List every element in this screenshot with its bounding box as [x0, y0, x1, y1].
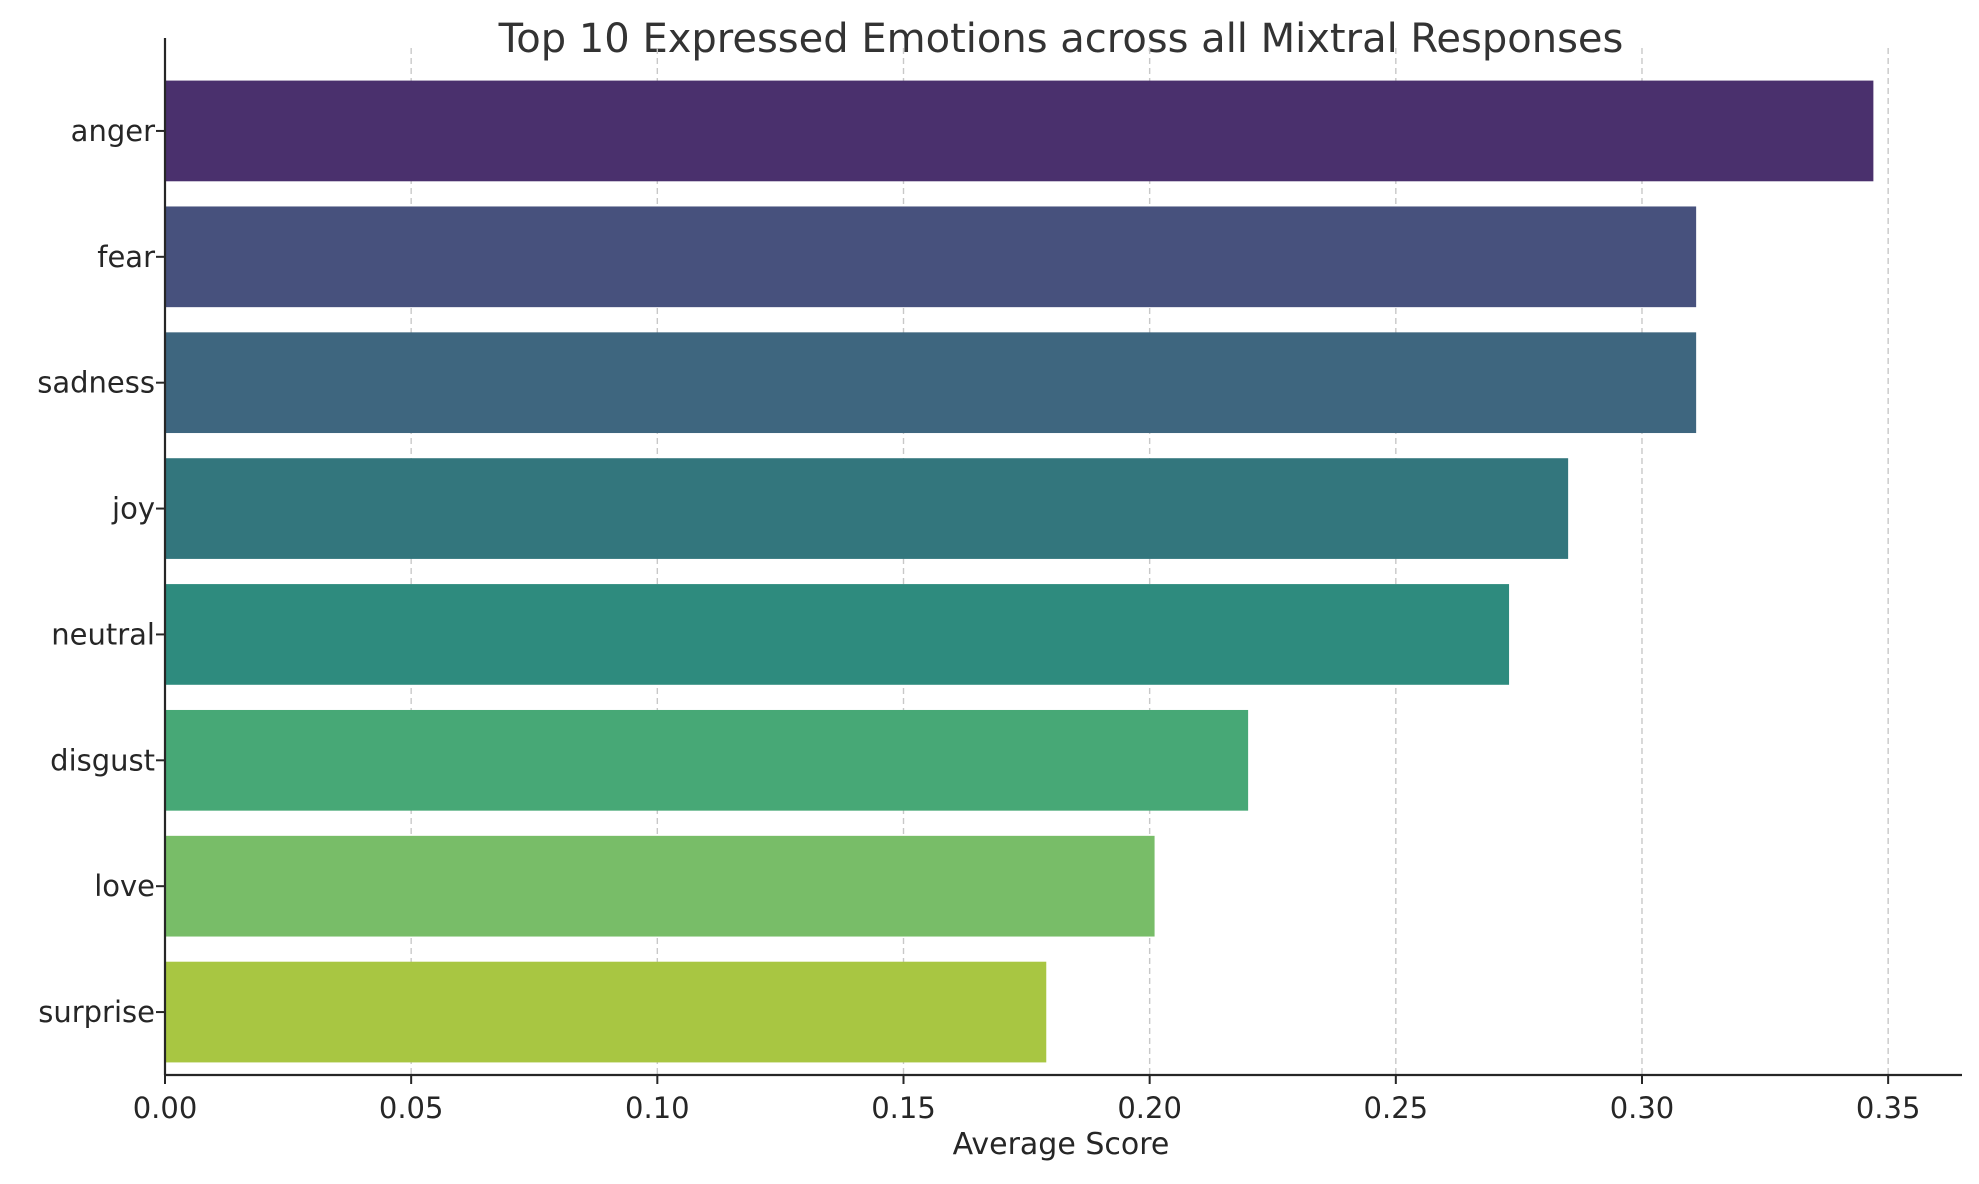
y-tick-label: fear [97, 240, 155, 274]
chart-title: Top 10 Expressed Emotions across all Mix… [498, 16, 1624, 62]
y-tick-label: love [94, 869, 155, 903]
y-tick-label: anger [71, 114, 155, 148]
x-tick-label: 0.05 [379, 1091, 444, 1125]
bar-anger [165, 80, 1874, 182]
bars [165, 80, 1874, 1063]
y-tick-label: joy [111, 492, 155, 526]
x-tick-label: 0.15 [871, 1091, 936, 1125]
bar-sadness [165, 332, 1697, 434]
y-tick-labels: anger fear sadness joy neutral disgust love sur… [37, 114, 165, 1029]
axes [163, 38, 1962, 1077]
y-tick-label: sadness [37, 366, 155, 400]
bar-fear [165, 206, 1697, 308]
y-tick-label: surprise [38, 995, 155, 1029]
x-tick-label: 0.30 [1610, 1091, 1675, 1125]
x-tick-labels: 0.00 0.05 0.10 0.15 0.20 0.25 0.30 0.35 [133, 1075, 1921, 1125]
bar-love [165, 835, 1155, 937]
x-tick-label: 0.10 [625, 1091, 690, 1125]
x-tick-label: 0.35 [1856, 1091, 1921, 1125]
x-tick-label: 0.20 [1117, 1091, 1182, 1125]
x-tick-label: 0.25 [1364, 1091, 1429, 1125]
x-tick-label: 0.00 [133, 1091, 198, 1125]
bar-surprise [165, 961, 1047, 1063]
bar-joy [165, 458, 1569, 559]
bar-disgust [165, 709, 1249, 811]
bar-neutral [165, 584, 1510, 685]
x-axis-label: Average Score [953, 1127, 1170, 1162]
y-tick-label: neutral [51, 617, 155, 651]
y-tick-label: disgust [50, 743, 155, 777]
